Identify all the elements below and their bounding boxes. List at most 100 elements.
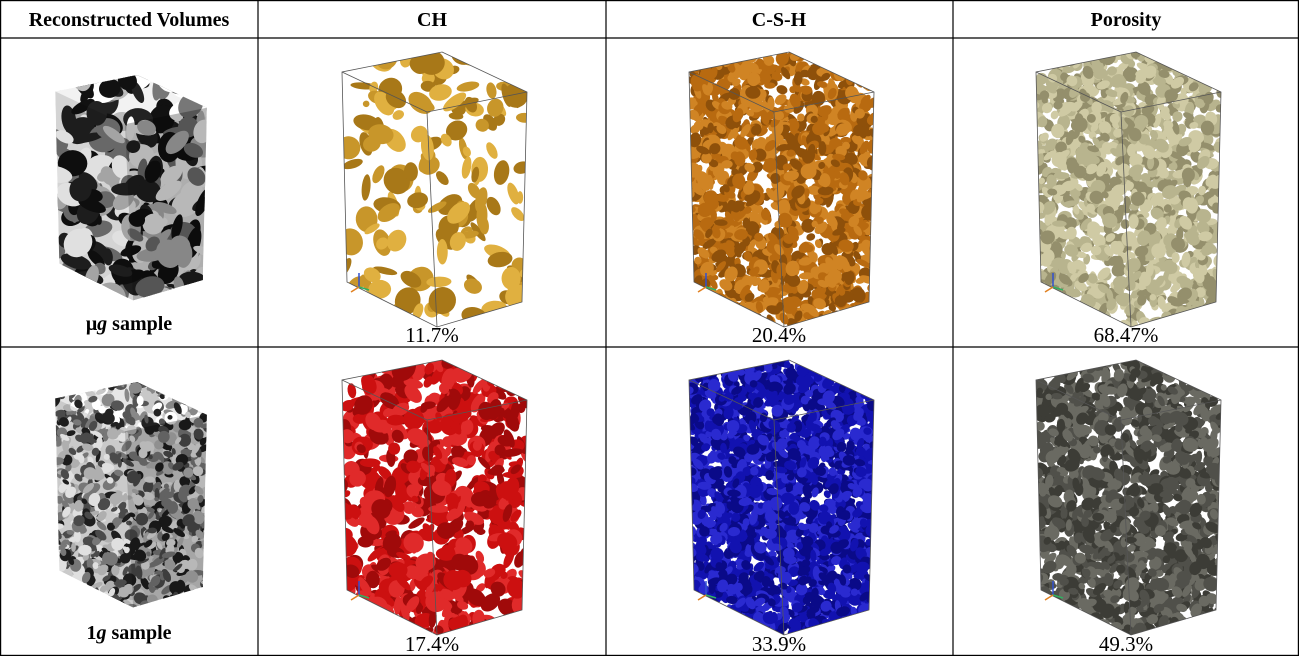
blob: [1215, 60, 1221, 69]
blob: [80, 587, 93, 602]
blob: [1175, 44, 1190, 59]
blob: [698, 295, 710, 303]
blob: [1186, 61, 1201, 75]
blob: [59, 578, 71, 589]
blob: [708, 319, 724, 333]
phase-blobs: [335, 42, 538, 341]
shade: [125, 108, 207, 301]
blob: [703, 300, 717, 316]
blob: [1200, 57, 1219, 73]
blob: [1170, 53, 1189, 71]
blob: [1212, 140, 1226, 154]
blob: [517, 403, 526, 413]
blob: [716, 46, 734, 64]
blob: [805, 232, 816, 242]
blob: [72, 274, 87, 304]
blob: [848, 46, 863, 59]
blob: [702, 310, 715, 322]
blob: [56, 379, 71, 392]
blob: [694, 296, 704, 306]
blob: [814, 319, 826, 328]
phase-volume: [335, 42, 538, 341]
blob: [472, 609, 486, 628]
blob: [485, 82, 498, 100]
blob: [1206, 63, 1216, 80]
blob: [460, 46, 481, 58]
blob: [1043, 52, 1053, 61]
blob: [1080, 310, 1088, 320]
blob: [1037, 313, 1045, 322]
blob: [1202, 75, 1213, 83]
blob: [459, 625, 481, 643]
blob: [183, 597, 197, 609]
blob: [858, 60, 872, 77]
blob: [687, 359, 699, 369]
blob: [823, 366, 832, 375]
blob: [357, 602, 370, 615]
blob: [368, 279, 392, 299]
blob: [353, 618, 364, 632]
blob: [1201, 50, 1221, 70]
blob: [832, 49, 848, 62]
blob: [855, 66, 873, 81]
blob: [492, 159, 511, 186]
volumes: [39, 42, 1231, 647]
blob: [169, 596, 180, 602]
blob: [1050, 308, 1057, 324]
blob: [348, 611, 365, 631]
blob: [862, 74, 878, 92]
blob: [725, 305, 739, 318]
blob: [848, 64, 860, 80]
blob: [852, 313, 868, 330]
blob: [199, 400, 207, 411]
blob: [378, 308, 408, 340]
blob: [506, 623, 524, 633]
blob: [698, 296, 709, 308]
blob: [727, 320, 737, 329]
phase-volume: [1029, 43, 1231, 336]
blob: [1187, 50, 1201, 63]
volume-cube: [39, 60, 222, 321]
blob: [1083, 311, 1094, 323]
phase-blobs: [332, 349, 535, 647]
blob: [108, 380, 113, 386]
blob: [198, 591, 209, 602]
blob: [1192, 58, 1208, 70]
blob: [850, 317, 861, 331]
blob: [839, 45, 855, 60]
phase-volume: [332, 349, 535, 647]
blob: [830, 313, 839, 322]
blob: [686, 307, 702, 325]
blob: [1046, 47, 1061, 63]
blob: [468, 354, 485, 369]
blob: [1211, 73, 1228, 90]
blob: [514, 614, 529, 627]
blob: [377, 310, 401, 333]
blob: [689, 603, 703, 617]
blob: [406, 191, 430, 210]
blob: [719, 317, 737, 334]
blob: [355, 621, 382, 647]
blob: [45, 65, 72, 93]
blob: [864, 315, 873, 325]
blob: [55, 583, 65, 593]
blob: [714, 297, 722, 309]
blob: [90, 595, 97, 610]
blob: [1174, 314, 1185, 324]
blob: [162, 598, 175, 605]
blob: [837, 370, 846, 379]
blob: [1081, 313, 1088, 325]
blob: [1160, 50, 1174, 64]
blob: [482, 355, 501, 371]
blob: [372, 614, 398, 638]
blob: [1208, 316, 1228, 336]
blob: [356, 619, 379, 633]
blob: [1048, 55, 1061, 69]
blob: [686, 292, 696, 302]
blob: [1185, 46, 1196, 60]
blob: [1047, 48, 1061, 63]
blob: [345, 625, 364, 642]
blob: [152, 380, 164, 391]
blob: [1186, 50, 1201, 67]
blob: [1190, 308, 1204, 323]
